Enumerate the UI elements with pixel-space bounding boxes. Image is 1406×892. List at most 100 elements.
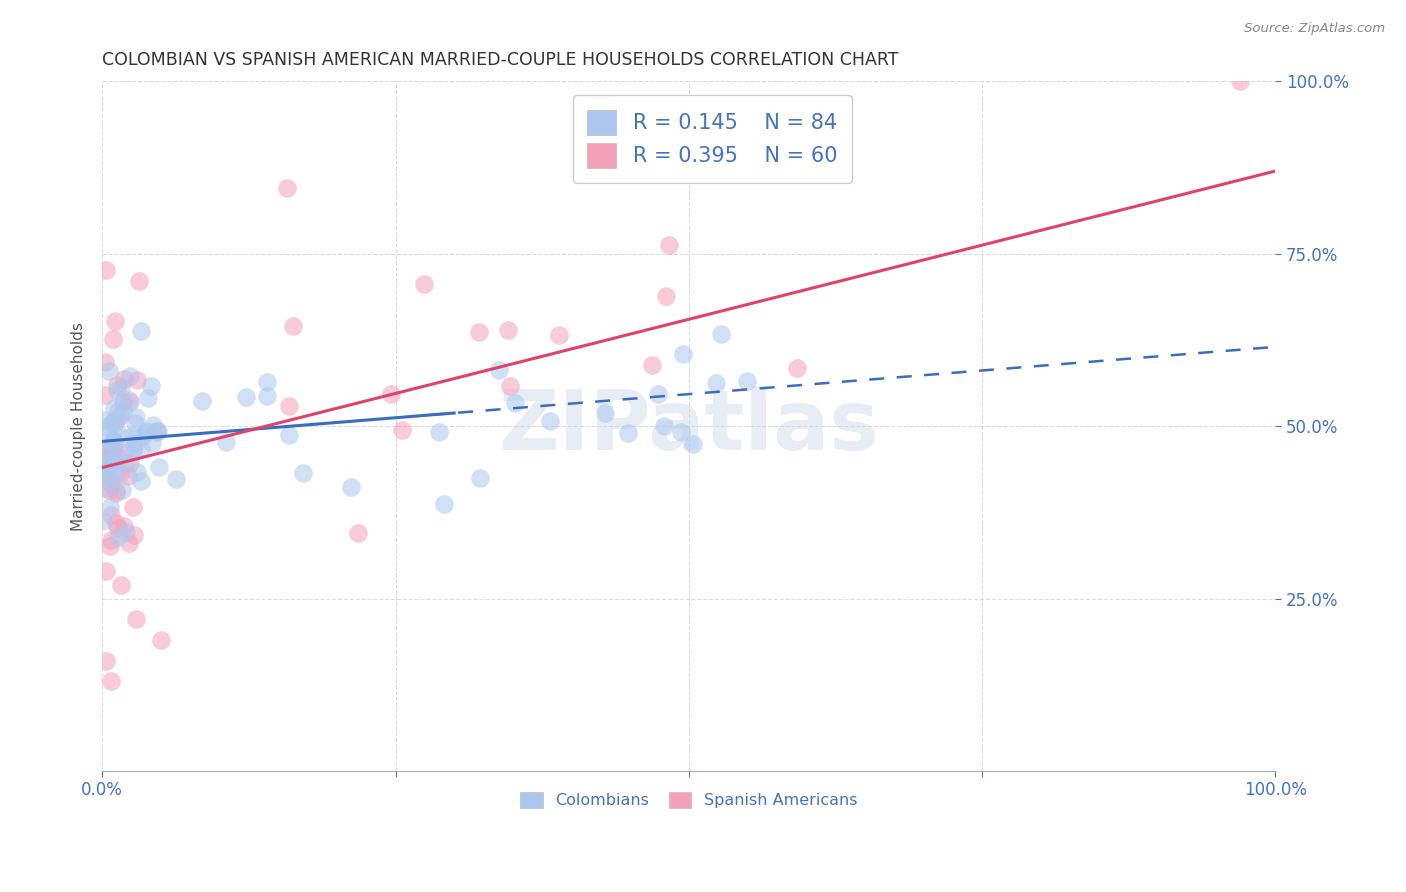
Point — [256, 389, 278, 403]
Point — [122, 436, 145, 450]
Point — [190, 393, 212, 408]
Point — [108, 466, 131, 480]
Legend: Colombians, Spanish Americans: Colombians, Spanish Americans — [515, 786, 863, 814]
Point — [710, 327, 733, 342]
Point — [101, 442, 124, 456]
Point — [101, 434, 124, 449]
Point — [114, 455, 136, 469]
Point — [104, 313, 127, 327]
Point — [120, 456, 142, 470]
Point — [101, 332, 124, 346]
Point — [104, 516, 127, 530]
Point — [503, 396, 526, 410]
Text: COLOMBIAN VS SPANISH AMERICAN MARRIED-COUPLE HOUSEHOLDS CORRELATION CHART: COLOMBIAN VS SPANISH AMERICAN MARRIED-CO… — [103, 51, 898, 69]
Point — [672, 347, 695, 361]
Point — [124, 440, 146, 454]
Point — [468, 470, 491, 484]
Point — [131, 430, 153, 444]
Point — [98, 539, 121, 553]
Point — [94, 481, 117, 495]
Point — [107, 404, 129, 418]
Point — [104, 456, 127, 470]
Point — [652, 419, 675, 434]
Point — [101, 416, 124, 430]
Point — [96, 456, 118, 470]
Point — [96, 654, 118, 668]
Point — [105, 383, 128, 397]
Point — [115, 431, 138, 445]
Point — [104, 486, 127, 500]
Point — [380, 386, 402, 401]
Point — [429, 425, 451, 439]
Point — [91, 444, 114, 458]
Point — [100, 444, 122, 458]
Point — [94, 387, 117, 401]
Point — [129, 324, 152, 338]
Point — [647, 387, 669, 401]
Point — [141, 436, 163, 450]
Point — [538, 414, 561, 428]
Point — [105, 484, 128, 499]
Point — [617, 425, 640, 440]
Point — [122, 500, 145, 515]
Point — [124, 416, 146, 430]
Point — [256, 375, 278, 389]
Text: ZIPatlas: ZIPatlas — [498, 385, 879, 467]
Point — [100, 533, 122, 548]
Point — [112, 372, 135, 386]
Point — [786, 360, 808, 375]
Point — [496, 323, 519, 337]
Point — [107, 411, 129, 425]
Point — [97, 483, 120, 498]
Point — [121, 428, 143, 442]
Point — [148, 459, 170, 474]
Point — [125, 612, 148, 626]
Point — [735, 374, 758, 388]
Point — [91, 514, 114, 528]
Point — [98, 419, 121, 434]
Point — [107, 465, 129, 479]
Point — [100, 674, 122, 689]
Y-axis label: Married-couple Households: Married-couple Households — [72, 322, 86, 531]
Point — [671, 425, 693, 439]
Point — [127, 373, 149, 387]
Point — [94, 355, 117, 369]
Point — [146, 424, 169, 438]
Point — [100, 476, 122, 491]
Point — [105, 420, 128, 434]
Point — [391, 423, 413, 437]
Point — [103, 452, 125, 467]
Point — [112, 519, 135, 533]
Point — [98, 500, 121, 515]
Text: Source: ZipAtlas.com: Source: ZipAtlas.com — [1244, 22, 1385, 36]
Point — [100, 469, 122, 483]
Point — [122, 444, 145, 458]
Point — [145, 425, 167, 440]
Point — [129, 442, 152, 456]
Point — [641, 358, 664, 372]
Point — [94, 452, 117, 467]
Point — [93, 413, 115, 427]
Point — [112, 395, 135, 409]
Point — [105, 449, 128, 463]
Point — [135, 424, 157, 438]
Point — [98, 475, 121, 489]
Point — [103, 401, 125, 416]
Point — [91, 464, 114, 478]
Point — [107, 521, 129, 535]
Point — [547, 328, 569, 343]
Point — [115, 525, 138, 540]
Point — [433, 497, 456, 511]
Point — [593, 406, 616, 420]
Point — [111, 394, 134, 409]
Point — [120, 369, 142, 384]
Point — [98, 451, 121, 466]
Point — [166, 472, 188, 486]
Point — [93, 450, 115, 465]
Point — [135, 425, 157, 440]
Point — [110, 409, 132, 423]
Point — [704, 376, 727, 391]
Point — [110, 578, 132, 592]
Point — [281, 318, 304, 333]
Point — [93, 420, 115, 434]
